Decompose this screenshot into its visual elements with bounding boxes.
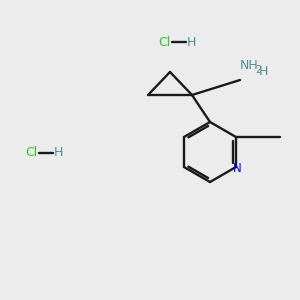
Text: H: H bbox=[259, 65, 268, 78]
Text: Cl: Cl bbox=[158, 35, 170, 49]
Text: 2: 2 bbox=[255, 65, 261, 75]
Text: H: H bbox=[54, 146, 63, 160]
Text: N: N bbox=[232, 161, 242, 175]
Text: NH: NH bbox=[240, 59, 259, 72]
Text: H: H bbox=[187, 35, 196, 49]
Text: Cl: Cl bbox=[25, 146, 37, 160]
